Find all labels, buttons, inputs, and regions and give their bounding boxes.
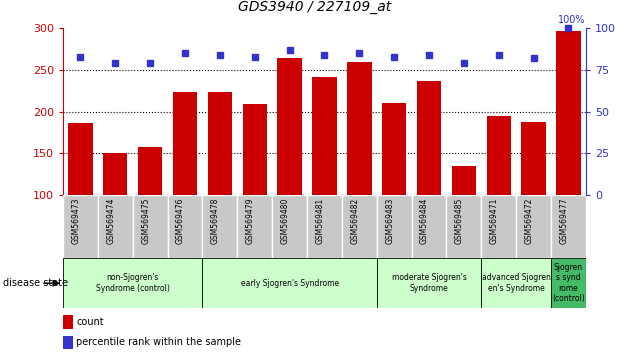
FancyBboxPatch shape: [447, 195, 481, 258]
FancyBboxPatch shape: [377, 258, 481, 308]
Bar: [63, 336, 74, 349]
Text: GSM569476: GSM569476: [176, 198, 185, 244]
Text: GSM569485: GSM569485: [455, 198, 464, 244]
Text: GSM569475: GSM569475: [141, 198, 150, 244]
Bar: [173, 92, 197, 195]
Bar: [208, 92, 232, 195]
Text: GSM569477: GSM569477: [559, 198, 568, 244]
FancyBboxPatch shape: [63, 195, 98, 258]
Bar: [103, 153, 127, 195]
Text: GSM569479: GSM569479: [246, 198, 255, 244]
FancyBboxPatch shape: [272, 195, 307, 258]
FancyBboxPatch shape: [516, 195, 551, 258]
FancyBboxPatch shape: [307, 195, 342, 258]
Bar: [277, 58, 302, 195]
FancyBboxPatch shape: [481, 195, 516, 258]
Bar: [347, 62, 372, 195]
Text: Sjogren
s synd
rome
(control): Sjogren s synd rome (control): [552, 263, 585, 303]
Bar: [486, 116, 511, 195]
FancyBboxPatch shape: [98, 195, 133, 258]
Text: GSM569471: GSM569471: [490, 198, 499, 244]
FancyBboxPatch shape: [168, 195, 202, 258]
Text: early Sjogren's Syndrome: early Sjogren's Syndrome: [241, 279, 339, 288]
Text: GSM569473: GSM569473: [71, 198, 81, 244]
FancyBboxPatch shape: [551, 258, 586, 308]
Bar: [68, 123, 93, 195]
Bar: [138, 147, 163, 195]
FancyBboxPatch shape: [551, 195, 586, 258]
Bar: [522, 122, 546, 195]
Text: 100%: 100%: [558, 15, 586, 25]
FancyBboxPatch shape: [202, 258, 377, 308]
Bar: [243, 104, 267, 195]
Text: GSM569474: GSM569474: [106, 198, 115, 244]
FancyBboxPatch shape: [133, 195, 168, 258]
Text: non-Sjogren's
Syndrome (control): non-Sjogren's Syndrome (control): [96, 274, 169, 293]
FancyBboxPatch shape: [481, 258, 551, 308]
Text: moderate Sjogren's
Syndrome: moderate Sjogren's Syndrome: [392, 274, 466, 293]
FancyBboxPatch shape: [238, 195, 272, 258]
Text: GDS3940 / 227109_at: GDS3940 / 227109_at: [238, 0, 392, 14]
Text: GSM569482: GSM569482: [350, 198, 359, 244]
Text: advanced Sjogren
en's Syndrome: advanced Sjogren en's Syndrome: [482, 274, 551, 293]
FancyBboxPatch shape: [342, 195, 377, 258]
FancyBboxPatch shape: [411, 195, 447, 258]
FancyBboxPatch shape: [377, 195, 411, 258]
FancyBboxPatch shape: [202, 195, 238, 258]
Text: disease state: disease state: [3, 278, 68, 288]
Bar: [417, 81, 441, 195]
Bar: [63, 315, 74, 329]
Text: count: count: [76, 317, 104, 327]
FancyBboxPatch shape: [63, 258, 202, 308]
Bar: [556, 31, 581, 195]
Bar: [382, 103, 406, 195]
Text: GSM569484: GSM569484: [420, 198, 429, 244]
Bar: [312, 78, 336, 195]
Text: GSM569481: GSM569481: [316, 198, 324, 244]
Text: GSM569478: GSM569478: [211, 198, 220, 244]
Bar: [452, 166, 476, 195]
Text: GSM569480: GSM569480: [280, 198, 290, 244]
Text: GSM569483: GSM569483: [385, 198, 394, 244]
Text: GSM569472: GSM569472: [525, 198, 534, 244]
Text: percentile rank within the sample: percentile rank within the sample: [76, 337, 241, 348]
